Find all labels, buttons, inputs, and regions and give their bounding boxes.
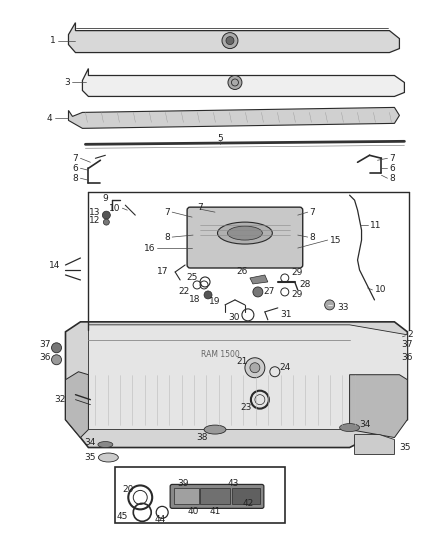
Circle shape: [103, 219, 110, 225]
Circle shape: [52, 343, 61, 353]
Polygon shape: [355, 434, 395, 455]
Text: 14: 14: [49, 261, 60, 270]
FancyBboxPatch shape: [170, 484, 264, 508]
Polygon shape: [350, 375, 407, 438]
Text: 29: 29: [292, 269, 303, 278]
Polygon shape: [68, 22, 399, 53]
Circle shape: [245, 358, 265, 378]
Polygon shape: [88, 325, 407, 430]
Circle shape: [250, 363, 260, 373]
Text: 34: 34: [84, 438, 95, 447]
Text: 35: 35: [84, 453, 95, 462]
Text: 37: 37: [39, 340, 50, 349]
Text: 36: 36: [401, 353, 413, 362]
Text: 4: 4: [47, 114, 53, 123]
Text: 2: 2: [407, 330, 413, 340]
Text: 23: 23: [240, 403, 252, 412]
Text: 18: 18: [189, 295, 200, 304]
Text: 6: 6: [389, 164, 395, 173]
Text: 36: 36: [39, 353, 50, 362]
Text: 34: 34: [360, 420, 371, 429]
Text: 17: 17: [157, 268, 168, 277]
Text: 5: 5: [217, 134, 223, 143]
Circle shape: [253, 287, 263, 297]
Circle shape: [204, 291, 212, 299]
Text: RAM 1500: RAM 1500: [201, 350, 240, 359]
Text: 44: 44: [155, 515, 166, 524]
Text: 37: 37: [401, 340, 413, 349]
Ellipse shape: [339, 424, 360, 432]
Text: 1: 1: [50, 36, 56, 45]
Text: 3: 3: [65, 78, 71, 87]
Text: 40: 40: [187, 507, 199, 516]
Circle shape: [394, 334, 401, 341]
Circle shape: [222, 33, 238, 49]
Text: 16: 16: [144, 244, 155, 253]
Text: 41: 41: [209, 507, 221, 516]
Text: 8: 8: [164, 232, 170, 241]
Text: 7: 7: [73, 154, 78, 163]
Circle shape: [228, 76, 242, 90]
Text: 7: 7: [310, 208, 315, 216]
Polygon shape: [250, 275, 268, 284]
Text: 24: 24: [280, 363, 291, 372]
Text: 8: 8: [389, 174, 395, 183]
Text: 28: 28: [300, 280, 311, 289]
Text: 15: 15: [330, 236, 341, 245]
Polygon shape: [68, 108, 399, 128]
Text: 29: 29: [292, 290, 303, 300]
Circle shape: [390, 331, 404, 345]
Text: 30: 30: [229, 313, 240, 322]
Text: 9: 9: [102, 193, 108, 203]
Bar: [174, 488, 199, 504]
Text: 33: 33: [338, 303, 349, 312]
Bar: [200, 488, 230, 504]
Text: 35: 35: [399, 443, 411, 452]
Polygon shape: [66, 372, 88, 438]
Circle shape: [52, 355, 61, 365]
Text: 12: 12: [89, 216, 100, 224]
Circle shape: [102, 211, 110, 219]
Text: 13: 13: [89, 208, 100, 216]
Ellipse shape: [218, 222, 272, 244]
Text: 7: 7: [164, 208, 170, 216]
Text: 19: 19: [208, 297, 220, 306]
Text: 26: 26: [237, 268, 248, 277]
Text: 27: 27: [263, 287, 274, 296]
Polygon shape: [66, 322, 407, 448]
Ellipse shape: [98, 441, 113, 448]
Text: 8: 8: [310, 232, 315, 241]
Text: 11: 11: [370, 221, 381, 230]
Text: 7: 7: [197, 203, 203, 212]
Text: 10: 10: [109, 204, 120, 213]
Circle shape: [325, 300, 335, 310]
Text: 6: 6: [73, 164, 78, 173]
Text: 21: 21: [237, 357, 248, 366]
Circle shape: [389, 343, 399, 353]
Bar: [115, 467, 285, 523]
Text: 39: 39: [177, 479, 189, 488]
Bar: [232, 488, 260, 504]
Text: 42: 42: [243, 499, 254, 508]
FancyBboxPatch shape: [187, 207, 303, 268]
Text: 20: 20: [122, 485, 133, 494]
Text: 38: 38: [197, 433, 208, 442]
Text: 7: 7: [389, 154, 395, 163]
Ellipse shape: [204, 425, 226, 434]
Polygon shape: [82, 69, 404, 96]
Text: 43: 43: [227, 479, 239, 488]
Ellipse shape: [227, 226, 262, 240]
Circle shape: [226, 37, 234, 45]
Ellipse shape: [99, 453, 118, 462]
Text: 45: 45: [117, 512, 128, 521]
Circle shape: [389, 355, 399, 365]
Text: 31: 31: [280, 310, 291, 319]
Text: 8: 8: [73, 174, 78, 183]
Text: 32: 32: [54, 395, 66, 404]
Text: 25: 25: [187, 273, 198, 282]
Text: 10: 10: [374, 286, 386, 294]
Text: 22: 22: [179, 287, 190, 296]
